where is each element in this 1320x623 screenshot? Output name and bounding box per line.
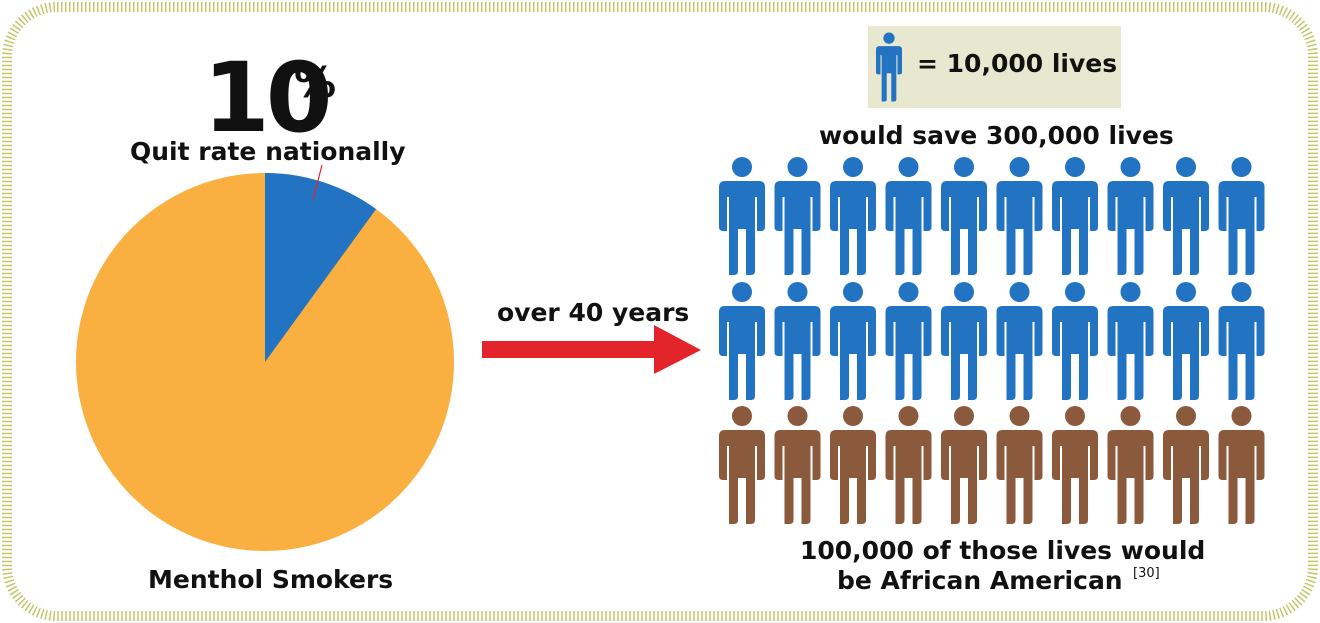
person-icon bbox=[1218, 282, 1265, 400]
person-icon bbox=[1107, 157, 1154, 275]
citation-ref: [30] bbox=[1133, 566, 1160, 581]
person-icon bbox=[830, 282, 876, 400]
pie-slice-quit-rate bbox=[265, 173, 377, 362]
person-icon bbox=[996, 282, 1043, 400]
person-icon bbox=[885, 157, 932, 275]
percent-value: 10 bbox=[203, 42, 333, 154]
person-icon bbox=[1052, 282, 1098, 400]
save-lives-title: would save 300,000 lives bbox=[819, 121, 1174, 150]
person-icon bbox=[1163, 282, 1209, 400]
quit-rate-label: Quit rate nationally bbox=[130, 137, 406, 166]
person-icon bbox=[830, 157, 876, 275]
person-icon bbox=[1107, 282, 1154, 400]
person-icon bbox=[996, 406, 1043, 524]
person-icon bbox=[774, 157, 821, 275]
legend-box bbox=[868, 26, 1121, 108]
percent-sign: % bbox=[294, 58, 337, 107]
person-icon bbox=[719, 282, 765, 400]
african-american-caption-line2: be African American bbox=[837, 566, 1123, 595]
person-icon bbox=[876, 32, 902, 102]
person-icon bbox=[941, 282, 987, 400]
person-icon bbox=[774, 406, 821, 524]
person-icon bbox=[996, 157, 1043, 275]
person-icon bbox=[719, 157, 765, 275]
person-icon bbox=[1218, 406, 1265, 524]
slice-leader-line bbox=[312, 164, 323, 201]
person-icon bbox=[1052, 406, 1098, 524]
person-icon bbox=[1163, 157, 1209, 275]
person-icon bbox=[885, 406, 932, 524]
menthol-smokers-label: Menthol Smokers bbox=[148, 565, 394, 594]
person-icon bbox=[830, 406, 876, 524]
person-icon bbox=[774, 282, 821, 400]
person-icon bbox=[941, 157, 987, 275]
person-icon bbox=[1052, 157, 1098, 275]
person-icon bbox=[1163, 406, 1209, 524]
person-icon bbox=[1218, 157, 1265, 275]
person-icon bbox=[719, 406, 765, 524]
person-icon bbox=[1107, 406, 1154, 524]
african-american-caption-line1: 100,000 of those lives would bbox=[800, 536, 1206, 565]
person-icon bbox=[885, 282, 932, 400]
legend-text: = 10,000 lives bbox=[917, 49, 1118, 78]
person-icon bbox=[941, 406, 987, 524]
arrow-label: over 40 years bbox=[497, 298, 690, 327]
